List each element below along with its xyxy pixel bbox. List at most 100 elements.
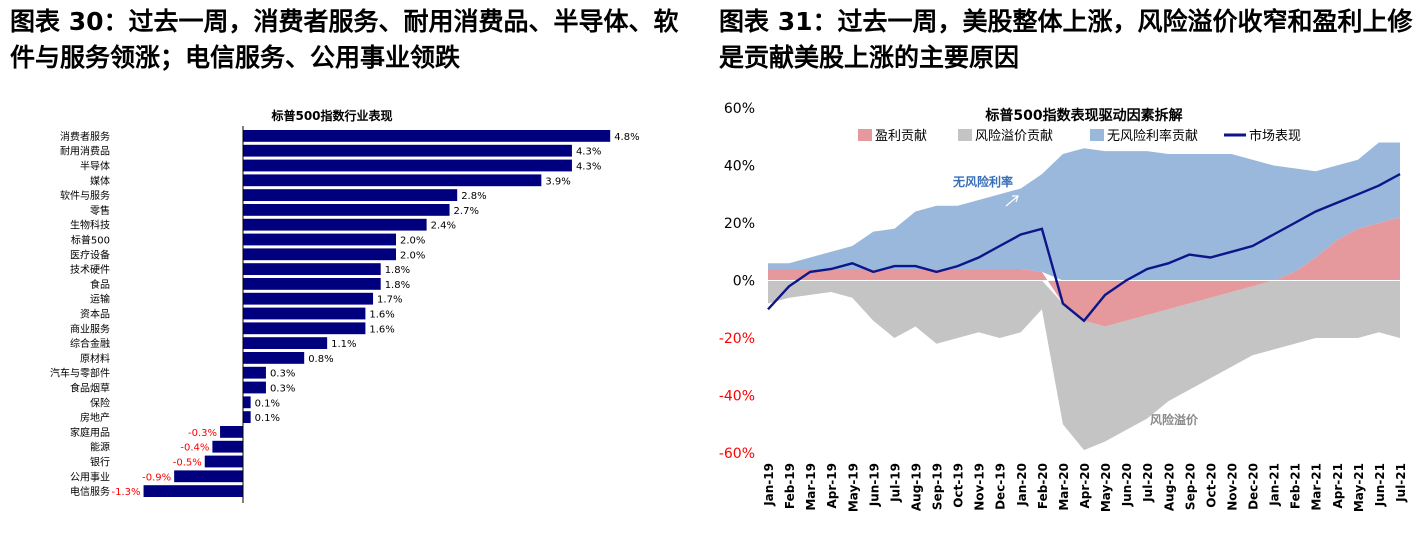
- x-tick-label: Feb-19: [783, 463, 797, 509]
- x-tick-label: May-21: [1352, 463, 1366, 512]
- sector-bar: [243, 292, 374, 305]
- x-tick-label: Dec-20: [1247, 463, 1261, 510]
- bar-value-label: -0.5%: [173, 458, 202, 469]
- risk-premium-arrow-icon: [1203, 391, 1217, 405]
- bar-value-label: 1.7%: [377, 295, 402, 306]
- sector-label: 商业服务: [70, 322, 110, 335]
- sector-bar: [212, 440, 243, 453]
- bar-value-label: 1.8%: [385, 265, 410, 276]
- bar-value-label: 4.3%: [576, 147, 601, 158]
- sector-bar: [204, 455, 243, 468]
- x-tick-label: Jul-19: [888, 463, 902, 503]
- sector-label: 零售: [90, 204, 110, 217]
- sector-bar: [220, 426, 243, 438]
- sector-label: 半导体: [80, 160, 110, 173]
- sector-bar: [243, 233, 396, 246]
- sector-bar: [243, 218, 427, 231]
- x-tick-label: Aug-20: [1162, 463, 1176, 511]
- sector-bar: [243, 144, 572, 157]
- sector-bar: [243, 366, 266, 379]
- sector-label: 消费者服务: [60, 130, 110, 143]
- x-tick-label: Mar-20: [1057, 463, 1071, 511]
- sector-label: 运输: [90, 293, 110, 306]
- y-tick-label: -40%: [719, 389, 755, 405]
- risk-free-annotation: 无风险利率: [952, 174, 1013, 189]
- x-tick-label: Dec-19: [994, 463, 1008, 510]
- x-tick-label: Jul-21: [1394, 463, 1408, 503]
- x-tick-label: May-19: [846, 463, 860, 512]
- sector-label: 耐用消费品: [60, 145, 110, 158]
- bar-value-label: 2.0%: [400, 236, 425, 247]
- risk-premium-annotation: 风险溢价: [1150, 412, 1199, 427]
- bar-value-label: -1.3%: [112, 487, 141, 498]
- bar-value-label: 0.1%: [255, 413, 280, 424]
- sector-label: 银行: [90, 456, 110, 469]
- sector-bar: [174, 470, 243, 483]
- bar-value-label: 3.9%: [545, 176, 570, 187]
- sector-bar: [243, 307, 366, 320]
- sector-label: 原材料: [80, 352, 110, 365]
- market-performance-line: [767, 173, 1401, 323]
- y-tick-label: -20%: [719, 331, 755, 347]
- legend-swatch: [1090, 129, 1104, 141]
- sector-bar: [243, 322, 366, 335]
- x-tick-label: Oct-19: [952, 463, 966, 508]
- risk-free-rate-area: [768, 142, 1400, 281]
- bar-value-label: 2.8%: [461, 191, 486, 202]
- x-tick-label: Jan-20: [1015, 463, 1029, 507]
- sector-bar: [243, 248, 396, 261]
- sector-label: 食品烟草: [70, 382, 110, 395]
- legend-swatch: [858, 129, 872, 141]
- x-tick-label: Apr-19: [825, 463, 839, 508]
- bar-value-label: 2.7%: [454, 206, 479, 217]
- x-tick-label: Jun-20: [1120, 463, 1134, 507]
- sector-bar: [243, 263, 381, 275]
- sector-label: 生物科技: [70, 219, 110, 232]
- bar-value-label: -0.3%: [188, 428, 217, 439]
- sector-label: 软件与服务: [60, 189, 110, 202]
- sector-bar: [243, 189, 458, 201]
- sector-bar: [243, 130, 611, 142]
- bar-value-label: 1.1%: [331, 339, 356, 350]
- x-tick-label: Apr-21: [1331, 463, 1345, 508]
- x-tick-label: Apr-20: [1078, 463, 1092, 508]
- sector-bar: [243, 337, 328, 349]
- x-tick-label: Mar-21: [1310, 463, 1324, 511]
- sector-bar: [243, 352, 305, 364]
- x-tick-label: May-20: [1099, 463, 1113, 512]
- x-tick-label: Sep-20: [1183, 463, 1197, 510]
- sector-label: 家庭用品: [70, 426, 110, 439]
- area-chart-title: 标普500指数表现驱动因素拆解: [984, 107, 1182, 124]
- sector-label: 食品: [90, 278, 110, 291]
- x-tick-label: Jan-21: [1268, 463, 1282, 507]
- x-tick-label: Nov-20: [1226, 463, 1240, 511]
- y-tick-label: -60%: [719, 446, 755, 462]
- sector-label: 技术硬件: [70, 263, 110, 276]
- bar-value-label: 1.6%: [369, 324, 394, 335]
- x-tick-label: Jun-19: [867, 463, 881, 507]
- bar-chart-title: 标普500指数行业表现: [270, 108, 392, 123]
- risk-free-arrow-icon: [1005, 195, 1019, 207]
- legend-label: 无风险利率贡献: [1107, 128, 1198, 144]
- legend-label: 盈利贡献: [875, 129, 927, 144]
- y-tick-label: 60%: [724, 101, 755, 117]
- sector-bar: [243, 381, 266, 394]
- sector-bar: [243, 278, 381, 290]
- bar-value-label: 4.8%: [614, 132, 639, 143]
- sector-bar: [243, 411, 251, 423]
- bar-value-label: -0.9%: [142, 472, 171, 483]
- x-tick-label: Oct-20: [1204, 463, 1218, 508]
- x-tick-label: Jan-19: [762, 463, 776, 507]
- sector-label: 保险: [90, 396, 110, 409]
- x-tick-label: Feb-21: [1289, 463, 1303, 509]
- sector-label: 能源: [90, 441, 110, 454]
- sector-bar: [243, 396, 251, 409]
- sector-label: 医疗设备: [70, 248, 110, 261]
- sector-bar: [143, 485, 243, 497]
- x-tick-label: Sep-19: [931, 463, 945, 510]
- earnings-area: [768, 217, 1400, 327]
- x-tick-label: Nov-19: [973, 463, 987, 511]
- sector-label: 汽车与零部件: [50, 367, 110, 380]
